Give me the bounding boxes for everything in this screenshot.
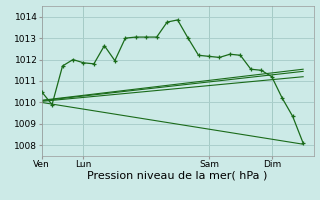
X-axis label: Pression niveau de la mer( hPa ): Pression niveau de la mer( hPa ) — [87, 171, 268, 181]
